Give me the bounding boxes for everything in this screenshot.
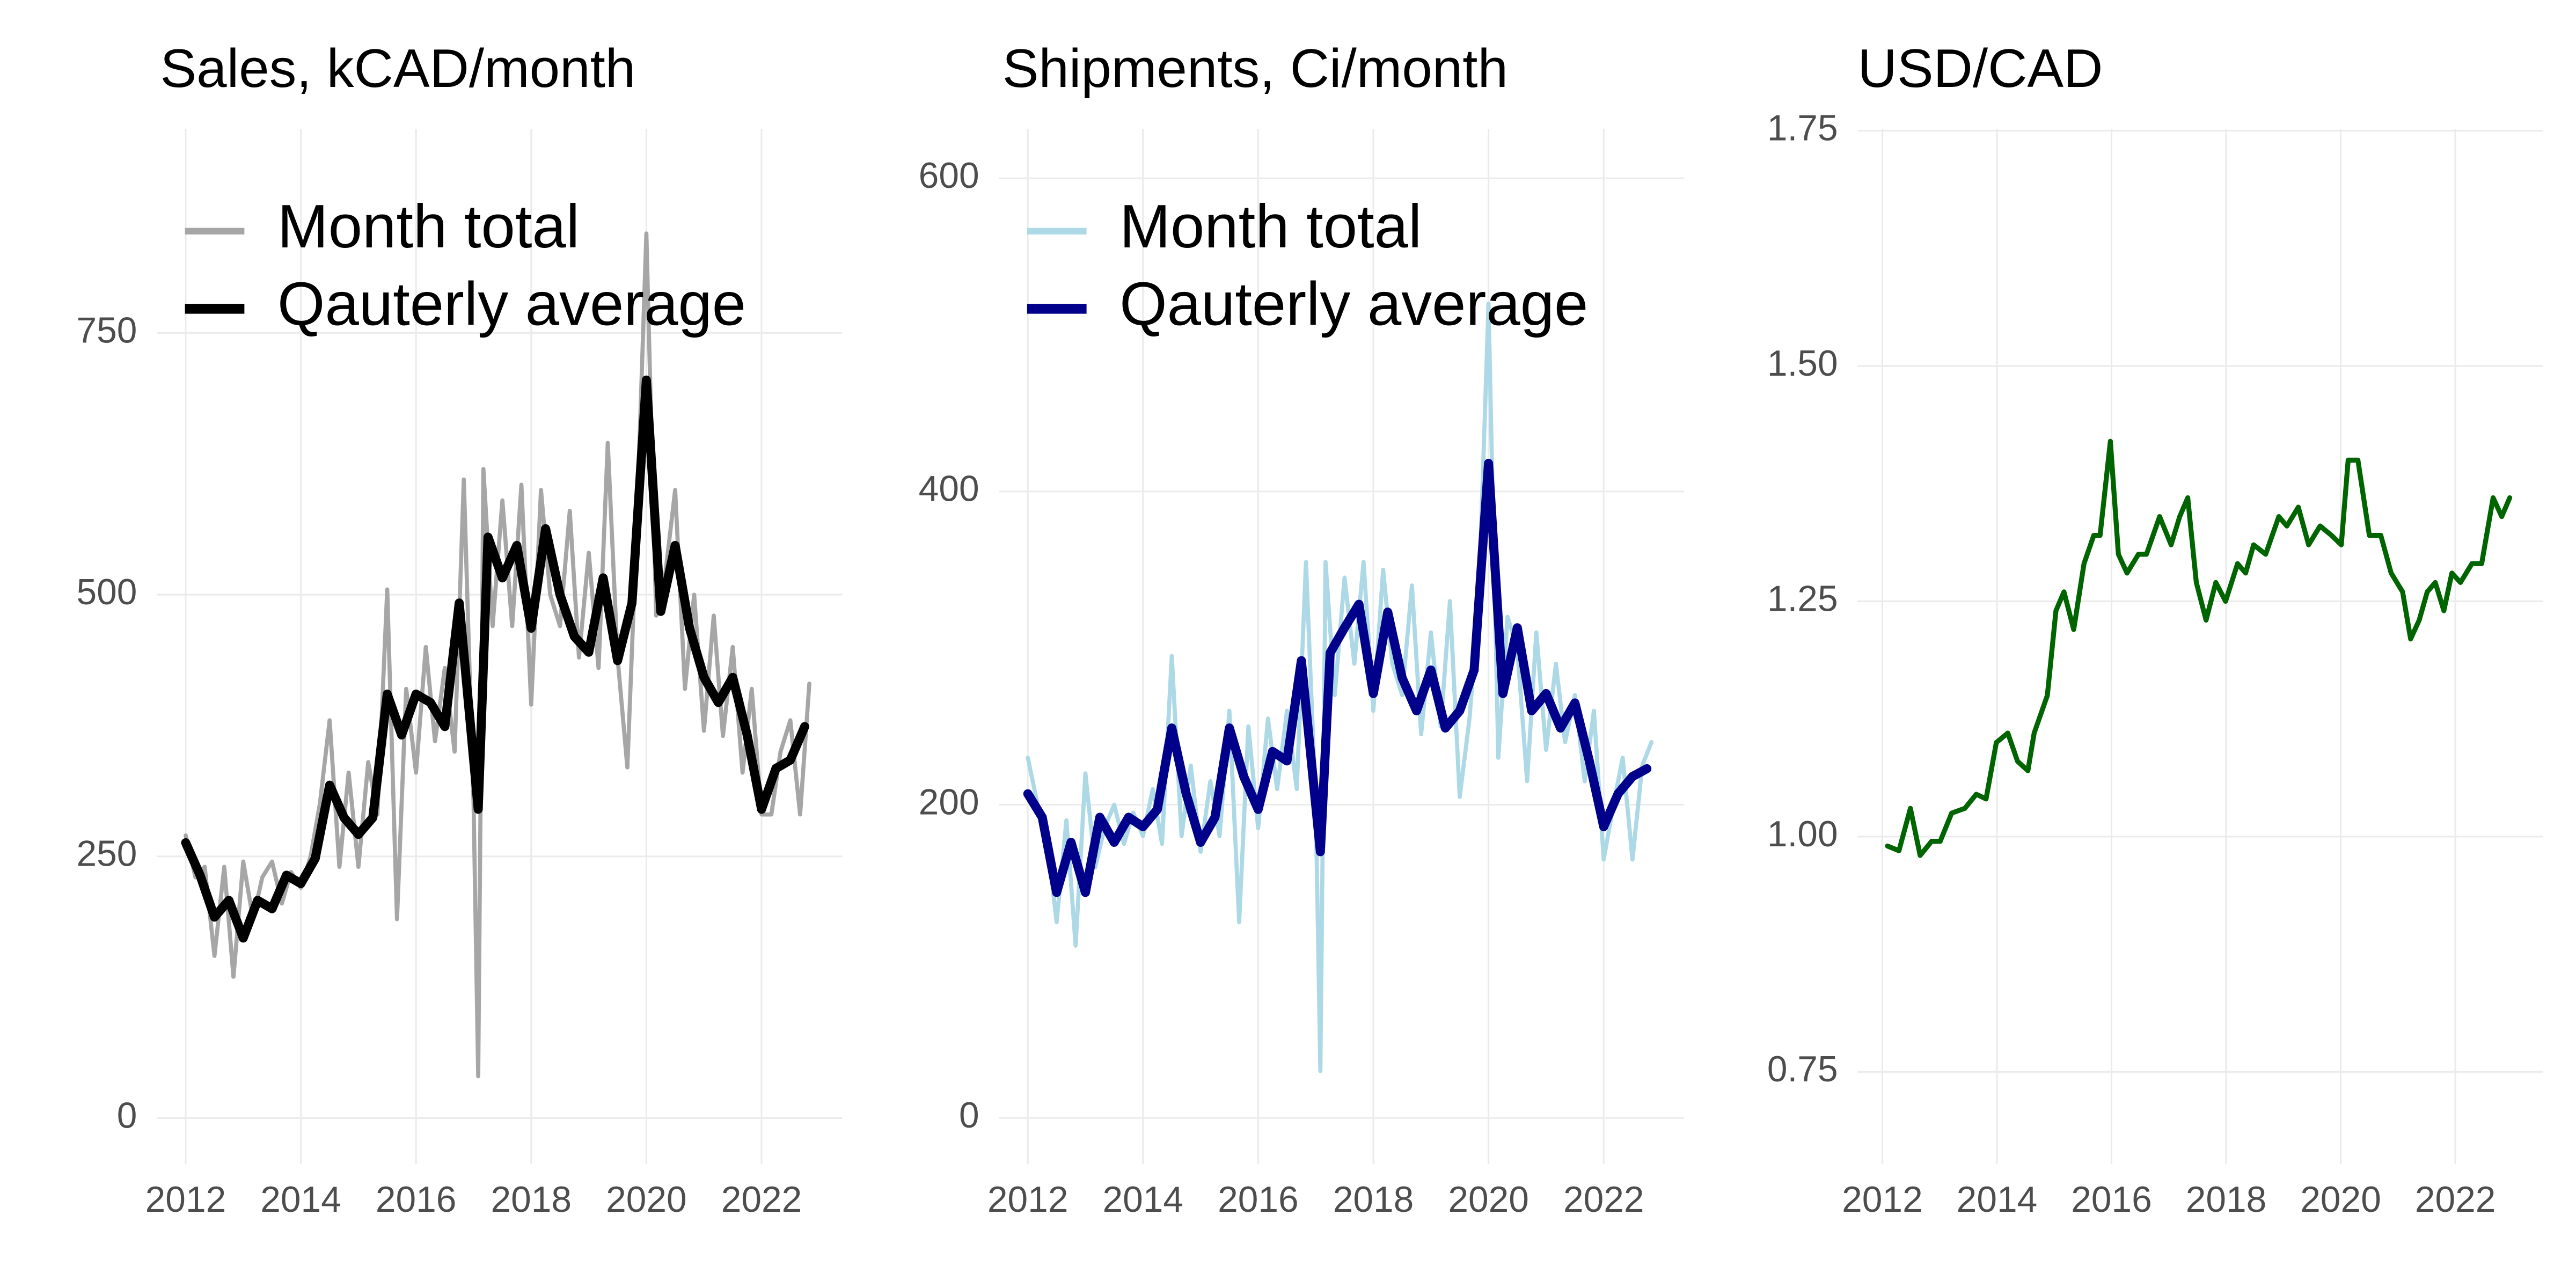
x-tick-label: 2020 [1448, 1180, 1529, 1220]
x-tick-label: 2014 [260, 1180, 341, 1220]
data-line [1885, 438, 2513, 858]
data-line [1026, 301, 1654, 1073]
x-tick-label: 2022 [1563, 1180, 1644, 1220]
y-tick-label: 1.00 [1767, 814, 1838, 854]
x-tick-label: 2016 [2071, 1180, 2152, 1220]
x-tick-label: 2018 [2186, 1180, 2267, 1220]
x-tick-label: 2012 [987, 1180, 1069, 1220]
x-tick-label: 2018 [1333, 1180, 1414, 1220]
chart-panel: Sales, kCAD/month 2012 2014 2016 2018 2020 202… [76, 38, 843, 1220]
x-tick-label: 2014 [1957, 1180, 2038, 1220]
x-tick-label: 2022 [721, 1180, 802, 1220]
x-tick-label: 2012 [1842, 1180, 1923, 1220]
y-tick-label: 0 [959, 1095, 979, 1136]
legend-label: Qauterly average [277, 270, 746, 338]
x-tick-label: 2014 [1103, 1180, 1184, 1220]
chart-title: USD/CAD [1858, 38, 2103, 99]
x-tick-label: 2016 [376, 1180, 457, 1220]
y-tick-label: 600 [919, 156, 979, 196]
chart-title: Sales, kCAD/month [160, 38, 635, 99]
x-tick-label: 2022 [2415, 1180, 2496, 1220]
data-line [181, 375, 809, 943]
y-tick-label: 500 [76, 572, 137, 612]
data-line [184, 231, 811, 1079]
chart-title: Shipments, Ci/month [1002, 38, 1508, 99]
y-tick-label: 750 [76, 310, 137, 350]
legend-label: Month total [277, 193, 580, 261]
x-tick-label: 2012 [145, 1180, 226, 1220]
y-tick-label: 1.75 [1767, 108, 1838, 148]
x-tick-label: 2016 [1218, 1180, 1299, 1220]
y-tick-label: 200 [919, 782, 979, 822]
y-tick-label: 1.50 [1767, 343, 1838, 384]
y-tick-label: 1.25 [1767, 579, 1838, 619]
x-tick-label: 2018 [491, 1180, 572, 1220]
x-tick-label: 2020 [2300, 1180, 2381, 1220]
y-tick-label: 0 [117, 1095, 137, 1136]
chart-panel: USD/CAD 2012 2014 2016 2018 2020 2022 0.75 1.00 1… [1767, 38, 2543, 1220]
y-tick-label: 0.75 [1767, 1049, 1838, 1089]
legend-label: Qauterly average [1119, 270, 1588, 338]
x-tick-label: 2020 [606, 1180, 687, 1220]
chart-panel: Shipments, Ci/month 2012 2014 2016 2018 2020 2… [919, 38, 1685, 1220]
data-line [1023, 458, 1652, 897]
y-tick-label: 400 [919, 469, 979, 509]
y-tick-label: 250 [76, 834, 137, 874]
legend-label: Month total [1119, 193, 1422, 261]
